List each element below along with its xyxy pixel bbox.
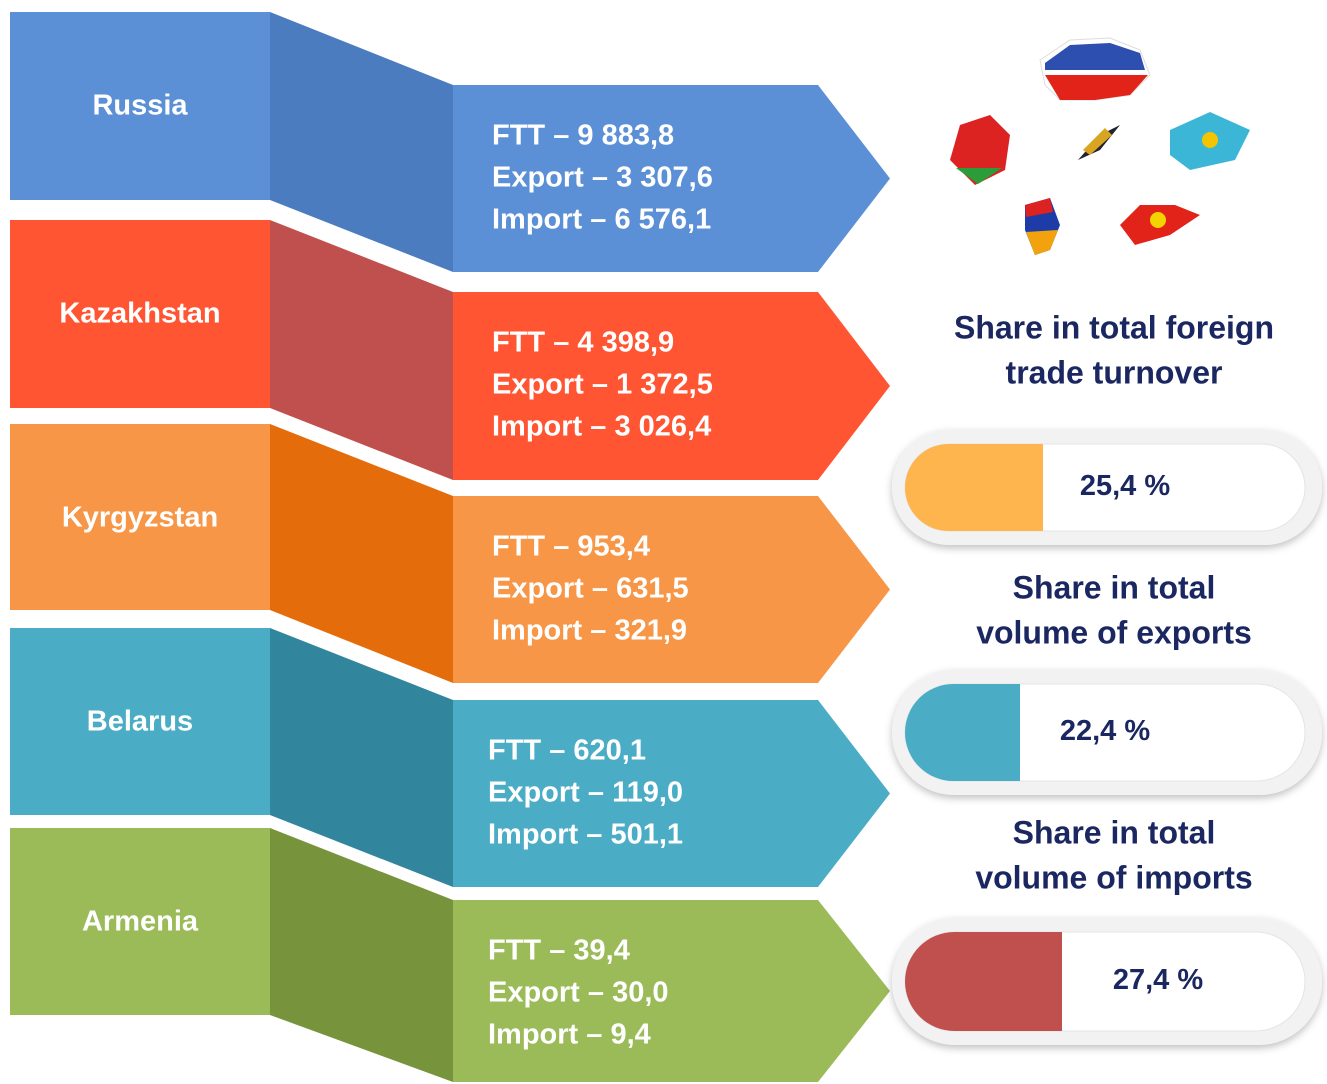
trade-line: Export – 1 372,5 bbox=[492, 369, 713, 401]
share-title: Share in total bbox=[1013, 569, 1216, 605]
belarus-map-green bbox=[956, 168, 1002, 184]
trade-line: FTT – 4 398,9 bbox=[492, 327, 674, 359]
data-arrow bbox=[453, 900, 890, 1082]
trade-line: Import – 501,1 bbox=[488, 819, 683, 851]
country-box bbox=[10, 828, 270, 1015]
russia-map-red bbox=[1045, 75, 1148, 100]
share-value: 25,4 % bbox=[1080, 470, 1170, 502]
trade-line: FTT – 953,4 bbox=[492, 531, 650, 563]
country-box bbox=[10, 12, 270, 200]
country-name: Kyrgyzstan bbox=[62, 502, 218, 534]
country-name: Russia bbox=[92, 90, 188, 122]
share-title: volume of exports bbox=[976, 614, 1252, 650]
share-title: volume of imports bbox=[975, 859, 1252, 895]
country-name: Kazakhstan bbox=[59, 298, 220, 330]
trade-line: Import – 321,9 bbox=[492, 615, 687, 647]
trade-line: Export – 631,5 bbox=[492, 573, 689, 605]
share-title: Share in total bbox=[1013, 814, 1216, 850]
share-value: 27,4 % bbox=[1113, 964, 1203, 996]
country-name: Armenia bbox=[82, 906, 199, 938]
share-value: 22,4 % bbox=[1060, 715, 1150, 747]
data-arrow bbox=[453, 496, 890, 683]
trade-line: Export – 3 307,6 bbox=[492, 162, 713, 194]
connector bbox=[270, 12, 453, 272]
connector bbox=[270, 424, 453, 683]
connector bbox=[270, 628, 453, 887]
trade-line: FTT – 9 883,8 bbox=[492, 120, 674, 152]
country-box bbox=[10, 628, 270, 815]
connector bbox=[270, 828, 453, 1082]
eaeu-map bbox=[950, 37, 1250, 255]
country-box bbox=[10, 220, 270, 408]
trade-line: Import – 3 026,4 bbox=[492, 411, 711, 443]
share-fill bbox=[905, 684, 1020, 781]
share-title: trade turnover bbox=[1006, 354, 1223, 390]
share-fill bbox=[905, 444, 1043, 531]
country-name: Belarus bbox=[87, 706, 193, 738]
share-fill bbox=[904, 932, 1062, 1031]
trade-line: Import – 9,4 bbox=[488, 1019, 651, 1051]
kazakhstan-sun bbox=[1202, 132, 1218, 148]
belarus-map bbox=[950, 115, 1010, 185]
data-arrow bbox=[453, 700, 890, 887]
share-title: Share in total foreign bbox=[954, 309, 1274, 345]
connector bbox=[270, 220, 453, 480]
data-arrow bbox=[453, 85, 890, 272]
armenia-map-orange bbox=[1026, 230, 1058, 255]
trade-line: Export – 30,0 bbox=[488, 977, 669, 1009]
country-box bbox=[10, 424, 270, 610]
russia-map-blue bbox=[1045, 43, 1145, 70]
trade-line: FTT – 620,1 bbox=[488, 735, 646, 767]
armenia-map-red bbox=[1025, 198, 1053, 217]
kyrgyzstan-sun bbox=[1150, 212, 1166, 228]
trade-line: FTT – 39,4 bbox=[488, 935, 630, 967]
trade-line: Export – 119,0 bbox=[488, 777, 683, 809]
eaeu-emblem-gold bbox=[1083, 128, 1112, 155]
trade-line: Import – 6 576,1 bbox=[492, 204, 711, 236]
data-arrow bbox=[453, 292, 890, 480]
